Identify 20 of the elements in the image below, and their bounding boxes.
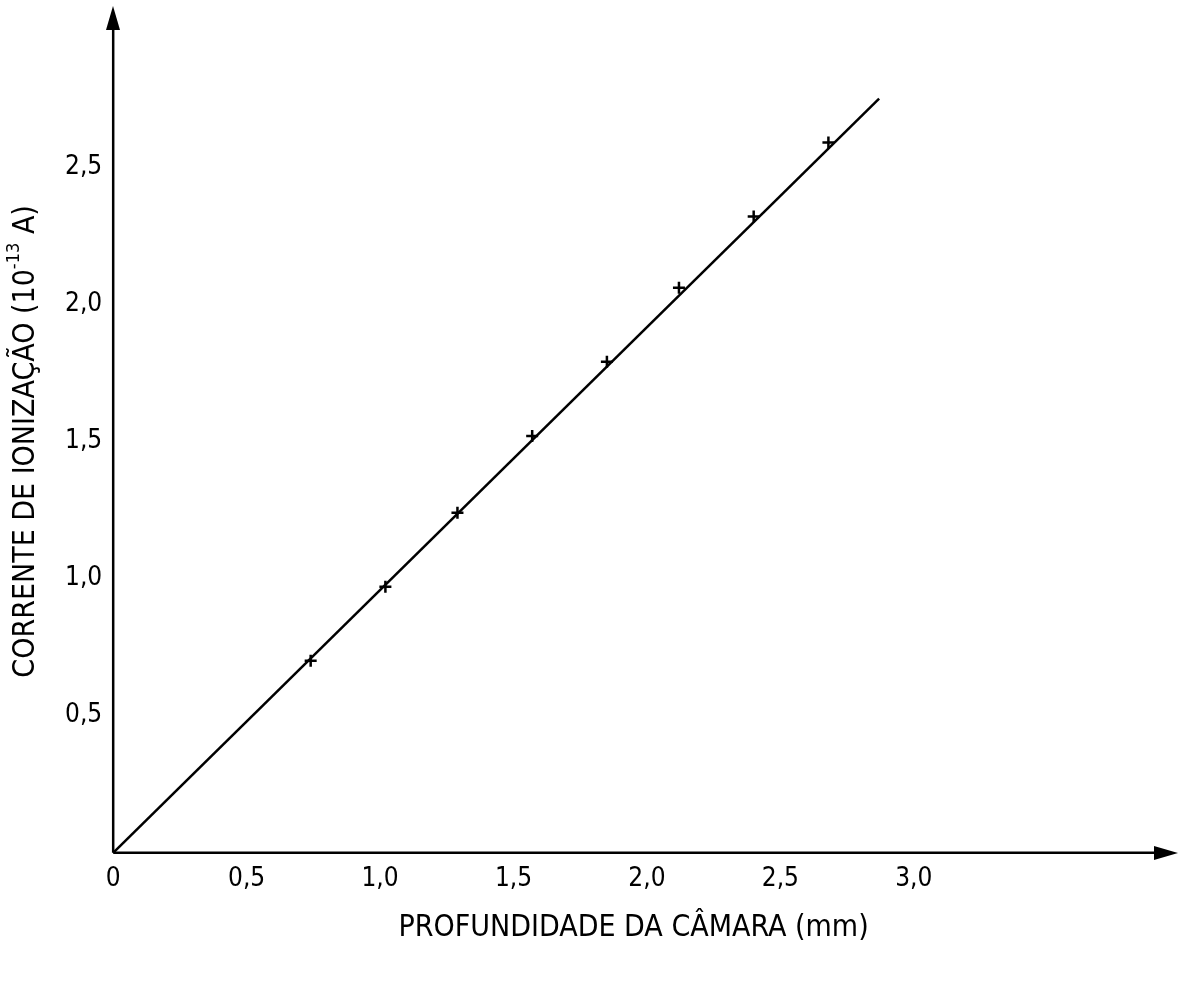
x-tick-label: 2,0: [628, 862, 666, 893]
point: [450, 505, 465, 520]
x-tick-label: 2,5: [761, 862, 799, 893]
point: [671, 280, 687, 296]
x-tick-label: 1,0: [361, 862, 399, 893]
point: [821, 135, 836, 150]
y-tick-label: 1,5: [65, 424, 103, 455]
point: [378, 579, 393, 595]
y-tick-label: 2,5: [65, 149, 103, 180]
x-axis-title: PROFUNDIDADE DA CÂMARA (mm): [398, 907, 869, 943]
y-tick-label: 1,0: [65, 561, 103, 592]
y-tick-label: 2,0: [65, 287, 103, 318]
x-tick-label: 1,5: [494, 862, 533, 893]
x-tick-label: 3,0: [895, 862, 933, 893]
x-tick-label: 0: [105, 862, 121, 893]
point: [746, 209, 761, 224]
y-axis-title: CORRENTE DE IONIZAÇÃO (10-13 A): [1, 205, 41, 678]
x-tick-label: 0,5: [228, 862, 266, 893]
point: [303, 653, 318, 669]
y-tick-label: 0,5: [65, 698, 103, 729]
